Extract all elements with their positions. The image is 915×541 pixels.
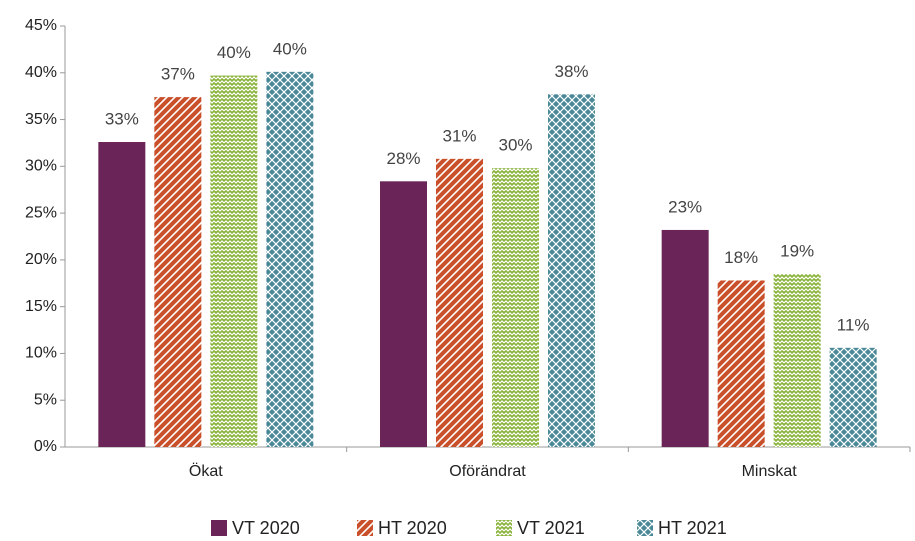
value-label: 38% bbox=[554, 62, 588, 81]
y-tick-label: 15% bbox=[25, 298, 57, 315]
legend-swatch bbox=[496, 520, 512, 536]
y-tick-label: 45% bbox=[25, 17, 57, 34]
bar bbox=[717, 280, 765, 447]
bar bbox=[98, 142, 146, 447]
bar bbox=[266, 71, 314, 447]
value-label: 33% bbox=[105, 109, 139, 128]
legend-label: HT 2021 bbox=[658, 518, 727, 538]
bar bbox=[773, 273, 821, 447]
bar bbox=[548, 94, 595, 447]
y-tick-label: 25% bbox=[25, 204, 57, 221]
value-label: 23% bbox=[668, 197, 702, 216]
value-label: 37% bbox=[161, 65, 195, 84]
x-tick-label: Oförändrat bbox=[449, 463, 526, 480]
value-label: 11% bbox=[837, 315, 870, 334]
x-tick-label: Minskat bbox=[742, 463, 798, 480]
value-label: 40% bbox=[217, 43, 251, 62]
bar bbox=[154, 97, 202, 447]
value-label: 18% bbox=[724, 248, 758, 267]
legend-label: VT 2020 bbox=[232, 518, 300, 538]
legend-label: VT 2021 bbox=[517, 518, 585, 538]
legend-label: HT 2020 bbox=[378, 518, 447, 538]
bar bbox=[661, 229, 709, 447]
value-label: 31% bbox=[442, 126, 476, 145]
bar bbox=[436, 158, 483, 448]
bar bbox=[210, 75, 258, 447]
y-tick-label: 30% bbox=[25, 158, 57, 175]
y-tick-label: 20% bbox=[25, 251, 57, 268]
bar bbox=[492, 168, 539, 447]
y-tick-label: 5% bbox=[34, 391, 57, 408]
legend-swatch bbox=[357, 520, 373, 536]
legend-swatch bbox=[211, 520, 227, 536]
value-label: 30% bbox=[498, 136, 532, 155]
value-label: 40% bbox=[273, 39, 307, 58]
y-tick-label: 0% bbox=[34, 438, 57, 455]
y-tick-label: 40% bbox=[25, 64, 57, 81]
bar bbox=[829, 347, 877, 447]
bar bbox=[380, 181, 427, 447]
x-tick-label: Ökat bbox=[189, 462, 223, 480]
legend-swatch bbox=[637, 520, 653, 536]
y-tick-label: 10% bbox=[25, 345, 57, 362]
value-label: 28% bbox=[386, 149, 420, 168]
value-label: 19% bbox=[780, 241, 814, 260]
y-tick-label: 35% bbox=[25, 111, 57, 128]
